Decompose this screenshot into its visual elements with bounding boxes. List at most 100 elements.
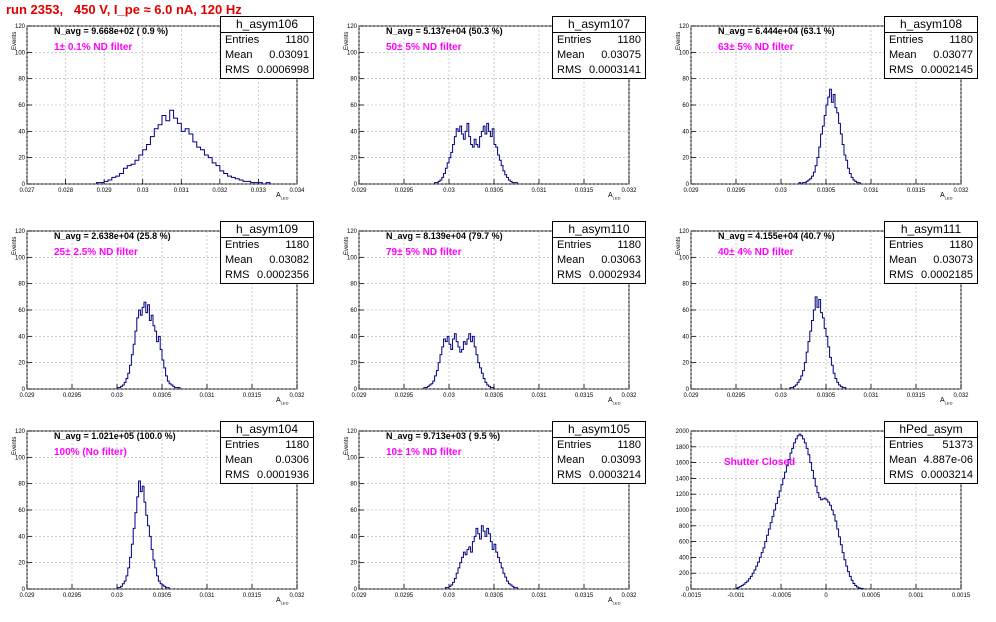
y-tick-label: 2000	[676, 429, 690, 435]
y-tick-label: 40	[350, 129, 357, 135]
filter-label: 63± 5% ND filter	[718, 42, 794, 53]
stats-row: Entries 1180	[885, 238, 977, 253]
x-tick-label: -0.001	[727, 593, 745, 599]
histogram-svg: 0.029 0.0295 0.03 0.0305 0.031 0.0315 0.032 0 20…	[347, 229, 637, 399]
filter-label: 25± 2.5% ND filter	[54, 247, 138, 258]
filter-label: 79± 5% ND filter	[386, 247, 462, 258]
x-tick-label: 0.0005	[862, 593, 881, 599]
x-tick-label: 0.032	[212, 188, 228, 194]
y-tick-label: 20	[18, 156, 25, 162]
stats-box: hPed_asym Entries 51373 Mean 4.887e-06 RMS 0.0…	[884, 421, 978, 484]
stats-key: Entries	[225, 34, 260, 46]
y-tick-label: 100	[15, 255, 26, 261]
stats-key: RMS	[557, 269, 582, 281]
y-tick-label: 120	[347, 24, 358, 30]
stats-title: h_asym109	[221, 222, 313, 238]
stats-row: Mean 0.03073	[885, 253, 977, 268]
y-axis-label: Events	[12, 31, 18, 50]
n-avg-label: N_avg = 9.713e+03 ( 9.5 %)	[386, 431, 501, 441]
stats-key: Mean	[557, 254, 585, 266]
y-axis-label: Events	[344, 436, 350, 455]
stats-key: Entries	[225, 439, 260, 451]
stats-row: Entries 1180	[221, 33, 313, 48]
y-tick-label: 80	[682, 282, 689, 288]
stats-key: RMS	[557, 64, 582, 76]
x-tick-label: 0.031	[863, 393, 879, 399]
stats-row: RMS 0.0002145	[885, 63, 977, 78]
stats-key: RMS	[889, 469, 914, 481]
x-axis-label: ALED	[940, 397, 953, 406]
y-tick-label: 400	[679, 555, 690, 561]
y-tick-label: 20	[350, 561, 357, 567]
histogram-line	[798, 88, 861, 185]
x-tick-label: 0.031	[199, 593, 215, 599]
stats-key: Mean	[889, 49, 917, 61]
stats-title: h_asym107	[553, 17, 645, 33]
x-tick-label: 0.0295	[395, 188, 414, 194]
y-tick-label: 120	[679, 24, 690, 30]
y-tick-label: 0	[22, 182, 26, 188]
filter-label: 1± 0.1% ND filter	[54, 42, 133, 53]
x-tick-label: -0.0015	[681, 593, 702, 599]
histogram-svg: 0.029 0.0295 0.03 0.0305 0.031 0.0315 0.032 0 20…	[679, 229, 969, 399]
y-tick-label: 1600	[676, 461, 690, 467]
x-tick-label: 0.029	[683, 393, 699, 399]
x-tick-label: 0.032	[289, 393, 305, 399]
stats-row: Mean 4.887e-06	[885, 453, 977, 468]
x-tick-label: 0.0305	[485, 188, 504, 194]
histogram-svg: 0.027 0.028 0.029 0.03 0.031 0.032 0.033 0.034 0…	[15, 24, 305, 194]
x-tick-label: 0.032	[289, 593, 305, 599]
stats-box: h_asym109 Entries 1180 Mean 0.03082 RMS 0.0002…	[220, 221, 314, 284]
x-tick-label: 0.0015	[952, 593, 971, 599]
x-tick-label: 0.03	[443, 593, 455, 599]
y-tick-label: 80	[18, 77, 25, 83]
x-tick-label: 0.03	[443, 188, 455, 194]
y-tick-label: 120	[15, 429, 26, 435]
y-tick-label: 60	[18, 308, 25, 314]
histogram-pad-h-asym106: 0.027 0.028 0.029 0.03 0.031 0.032 0.033 0.034 0…	[0, 12, 332, 217]
x-tick-label: 0.0305	[485, 593, 504, 599]
stats-row: RMS 0.0003141	[553, 63, 645, 78]
stats-box: h_asym106 Entries 1180 Mean 0.03091 RMS 0.0006…	[220, 16, 314, 79]
stats-row: Entries 1180	[553, 438, 645, 453]
stats-box: h_asym107 Entries 1180 Mean 0.03075 RMS 0.0003…	[552, 16, 646, 79]
stats-key: RMS	[889, 269, 914, 281]
x-tick-label: 0.0305	[153, 393, 172, 399]
y-tick-label: 120	[347, 229, 358, 235]
y-tick-label: 20	[18, 561, 25, 567]
y-tick-label: 40	[682, 334, 689, 340]
y-tick-label: 120	[15, 24, 26, 30]
filter-label: 40± 4% ND filter	[718, 247, 794, 258]
histogram-pad-h-asym107: 0.029 0.0295 0.03 0.0305 0.031 0.0315 0.032 0 20…	[332, 12, 664, 217]
histogram-line	[116, 480, 170, 589]
x-tick-label: 0.029	[351, 188, 367, 194]
stats-value: 1180	[285, 439, 309, 451]
stats-key: Mean	[557, 454, 585, 466]
x-axis-label: ALED	[276, 597, 289, 606]
x-axis-label: ALED	[608, 597, 621, 606]
y-tick-label: 40	[350, 334, 357, 340]
y-tick-label: 120	[679, 229, 690, 235]
x-axis-label: ALED	[608, 192, 621, 201]
y-tick-label: 100	[679, 50, 690, 56]
y-tick-label: 60	[350, 103, 357, 109]
x-tick-label: 0.029	[351, 593, 367, 599]
x-tick-label: 0.0295	[727, 393, 746, 399]
y-tick-label: 40	[18, 534, 25, 540]
stats-value: 4.887e-06	[923, 454, 973, 466]
stats-key: RMS	[889, 64, 914, 76]
y-tick-label: 0	[686, 587, 690, 593]
filter-label: 50± 5% ND filter	[386, 42, 462, 53]
stats-box: h_asym110 Entries 1180 Mean 0.03063 RMS 0.0002…	[552, 221, 646, 284]
y-tick-label: 40	[18, 334, 25, 340]
y-tick-label: 60	[682, 308, 689, 314]
stats-key: Mean	[557, 49, 585, 61]
x-tick-label: 0.0315	[575, 393, 594, 399]
stats-key: RMS	[225, 469, 250, 481]
stats-box: h_asym108 Entries 1180 Mean 0.03077 RMS 0.0002…	[884, 16, 978, 79]
y-tick-label: 0	[22, 387, 26, 393]
n-avg-label: N_avg = 9.668e+02 ( 0.9 %)	[54, 26, 169, 36]
stats-key: RMS	[225, 269, 250, 281]
y-tick-label: 20	[350, 156, 357, 162]
stats-key: RMS	[225, 64, 250, 76]
